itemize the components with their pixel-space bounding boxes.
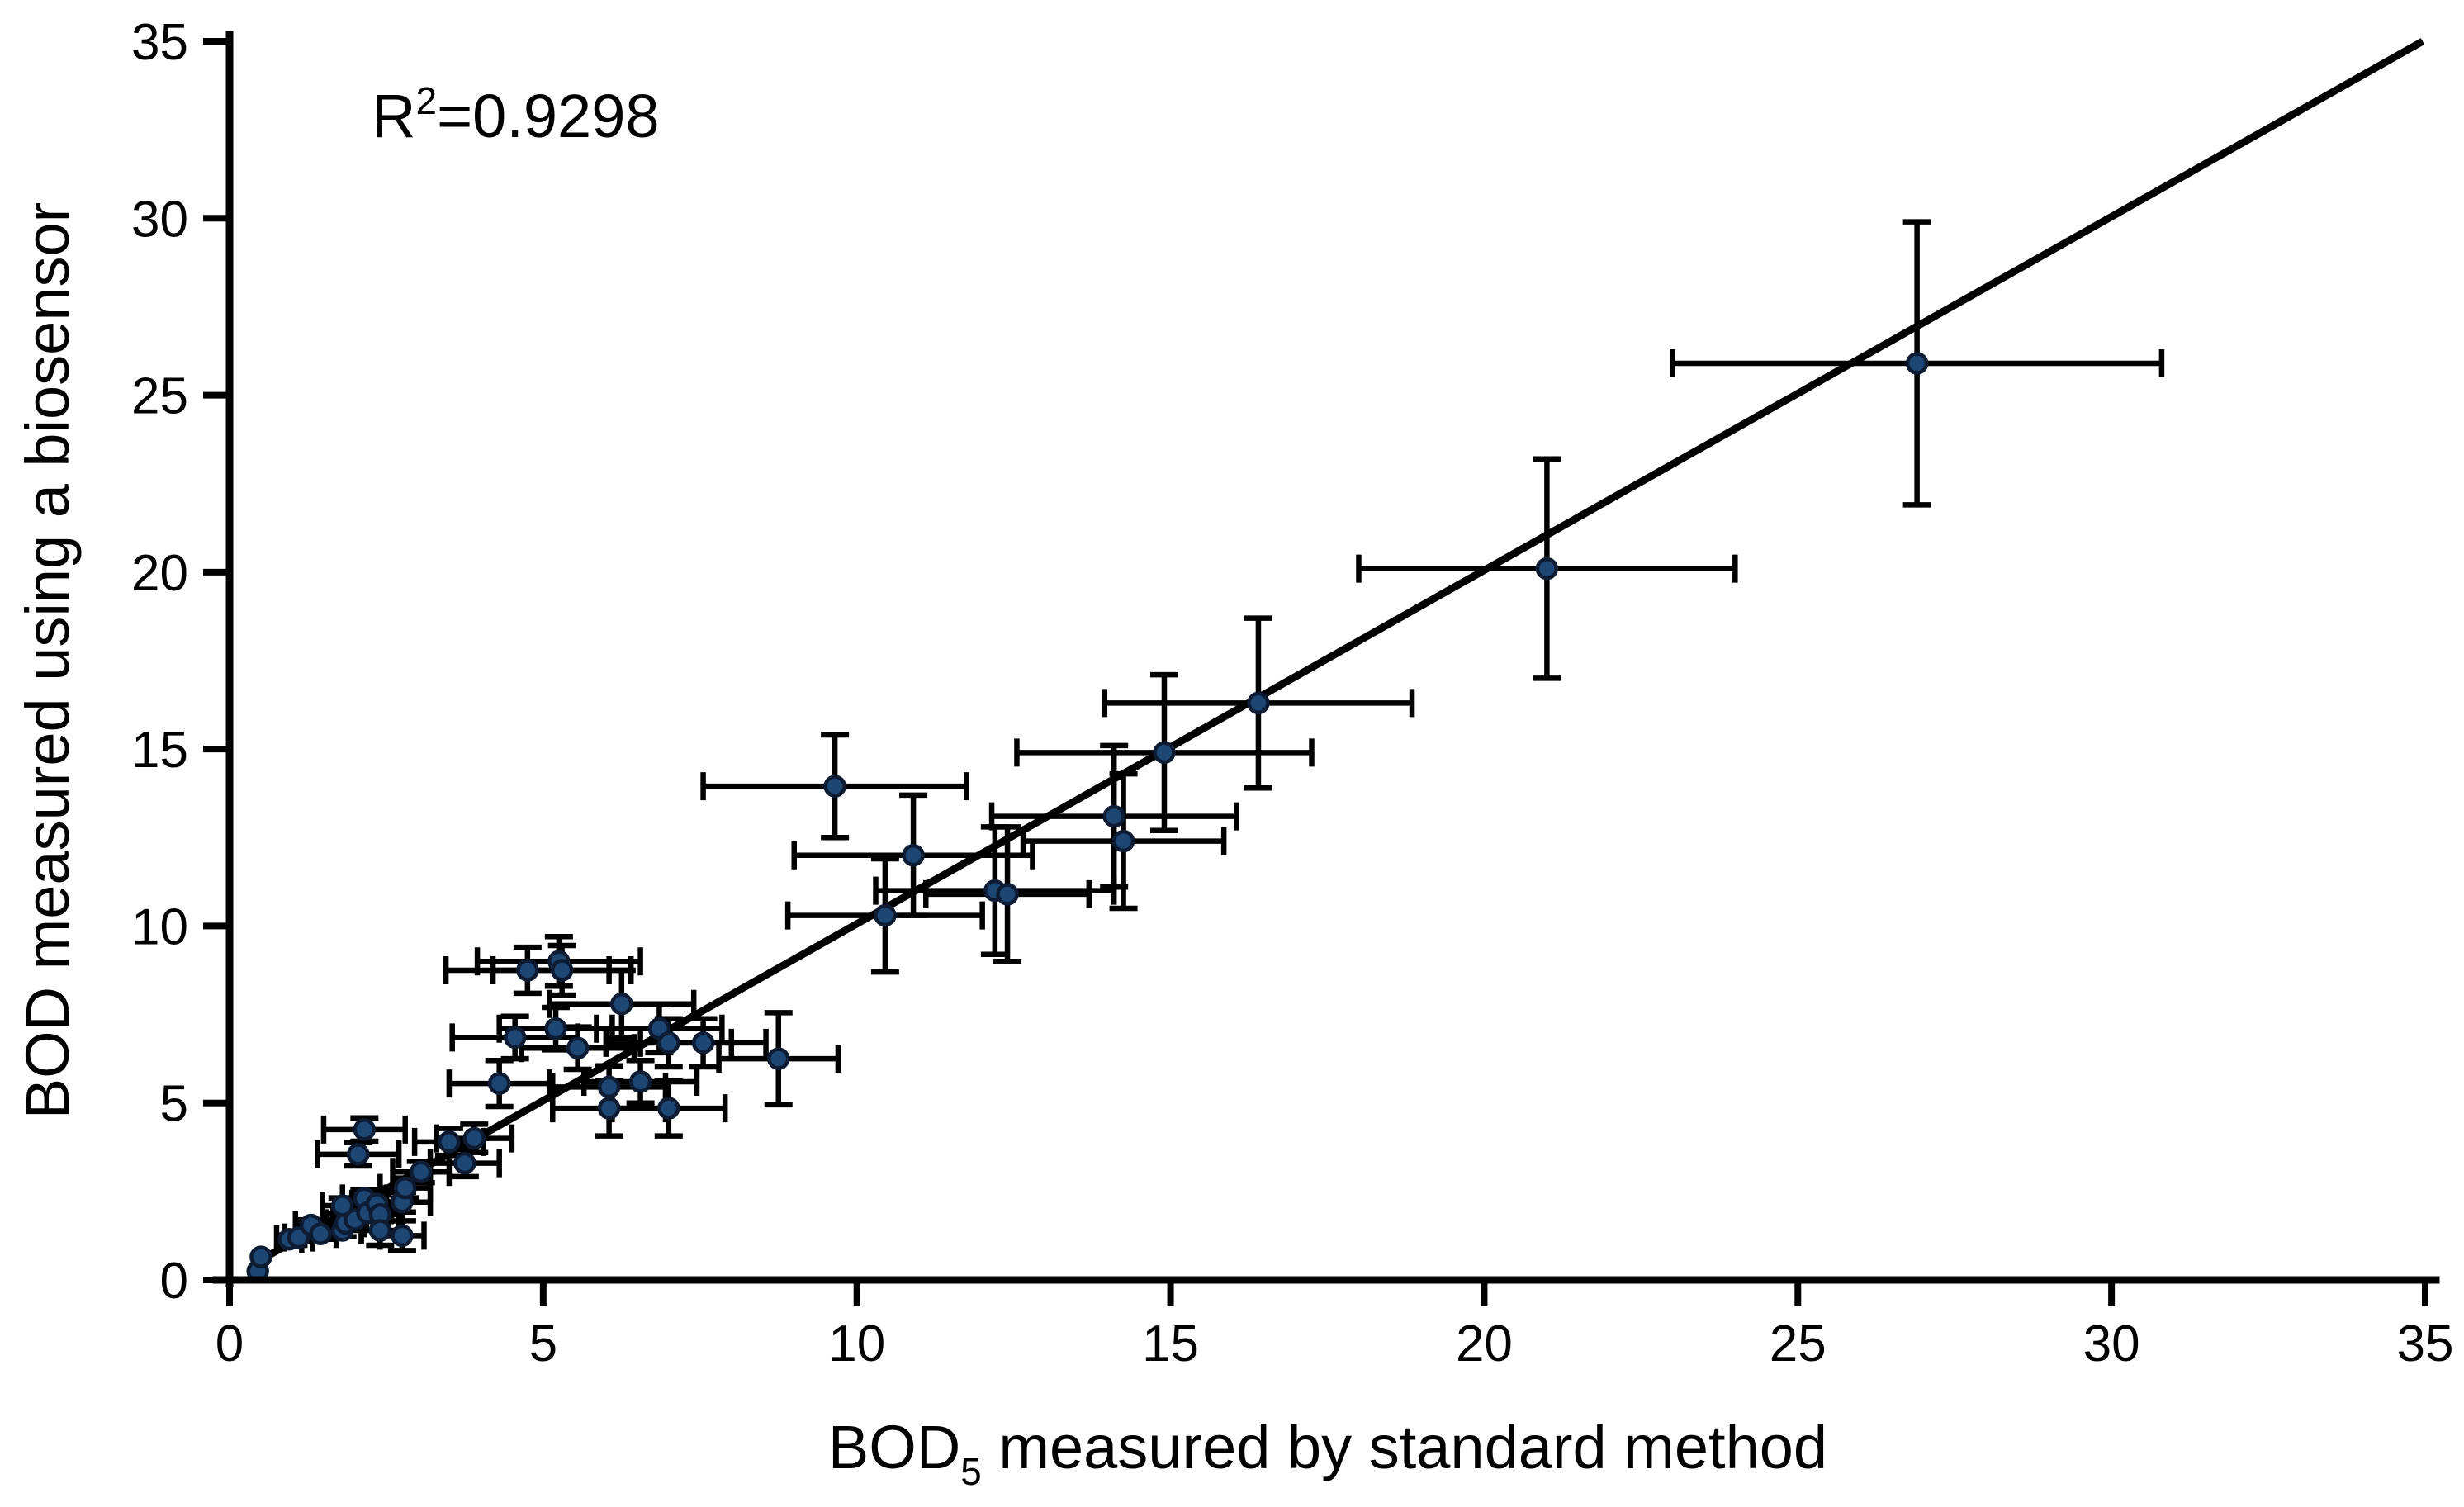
y-axis-title: BOD measured using a biosensor [13, 201, 82, 1120]
x-tick-label: 25 [1770, 1315, 1827, 1372]
data-point-marker [309, 1222, 332, 1246]
data-point-marker [516, 959, 539, 982]
x-axis-title-subscript: 5 [960, 1450, 982, 1493]
x-tick-label: 10 [828, 1315, 885, 1372]
data-point-marker [1905, 352, 1929, 375]
data-point-marker [393, 1176, 417, 1200]
data-point-marker [409, 1160, 433, 1184]
data-point-marker [368, 1219, 392, 1242]
data-point-marker [1111, 829, 1135, 853]
data-points [246, 352, 1929, 1283]
r-squared-superscript: 2 [415, 79, 437, 122]
data-point-marker [330, 1194, 354, 1217]
data-point-marker [544, 1017, 567, 1040]
trend-line [265, 38, 2425, 1260]
data-point-marker [566, 1036, 590, 1060]
data-point-marker [657, 1097, 680, 1120]
x-tick-label: 30 [2083, 1315, 2140, 1372]
x-tick-label: 20 [1456, 1315, 1513, 1372]
data-point-marker [503, 1026, 527, 1050]
x-axis-title-post: measured by standard method [981, 1413, 1828, 1481]
data-point-marker [902, 843, 925, 867]
r-squared-value: =0.9298 [436, 82, 660, 150]
data-point-marker [996, 883, 1019, 906]
x-tick-label: 15 [1142, 1315, 1199, 1372]
data-point-marker [438, 1130, 461, 1154]
trend-line-group [265, 38, 2425, 1260]
data-point-marker [657, 1031, 680, 1054]
data-point-marker [353, 1118, 377, 1141]
x-axis-title: BOD5 measured by standard method [230, 1414, 2426, 1492]
data-point-marker [1535, 557, 1559, 581]
data-point-marker [823, 775, 846, 798]
x-tick-label: 5 [529, 1315, 557, 1372]
y-tick-label: 20 [131, 545, 188, 602]
data-point-marker [550, 959, 574, 982]
x-tick-label: 0 [216, 1315, 244, 1372]
data-point-marker [597, 1075, 621, 1099]
y-tick-label: 15 [131, 722, 188, 779]
data-point-marker [249, 1245, 272, 1268]
tick-labels: 0 5 10 15 20 25 30 35 0 5 10 15 20 25 30 35 [131, 14, 2453, 1372]
data-point-marker [1102, 804, 1125, 828]
data-point-marker [628, 1070, 652, 1093]
error-bars [273, 219, 2165, 1253]
axes [203, 31, 2440, 1306]
data-point-marker [453, 1151, 476, 1175]
data-point-marker [1153, 741, 1176, 765]
data-point-marker [462, 1126, 486, 1150]
x-axis-title-pre: BOD [827, 1413, 961, 1481]
data-point-marker [767, 1047, 790, 1070]
r-squared-base: R [372, 82, 416, 150]
y-tick-label: 30 [131, 191, 188, 248]
data-point-marker [597, 1097, 621, 1120]
data-point-marker [1247, 691, 1270, 715]
data-point-marker [391, 1224, 414, 1248]
y-tick-label: 5 [160, 1076, 188, 1133]
data-point-marker [487, 1072, 511, 1095]
y-tick-label: 0 [160, 1253, 188, 1310]
data-point-marker [610, 992, 633, 1016]
data-point-marker [691, 1031, 715, 1054]
y-tick-label: 35 [131, 14, 188, 71]
x-tick-label: 35 [2397, 1315, 2454, 1372]
data-point-marker [346, 1143, 370, 1166]
y-tick-label: 10 [131, 898, 188, 955]
y-tick-label: 25 [131, 368, 188, 425]
data-point-marker [874, 903, 897, 927]
r-squared-annotation: R2=0.9298 [372, 82, 660, 150]
